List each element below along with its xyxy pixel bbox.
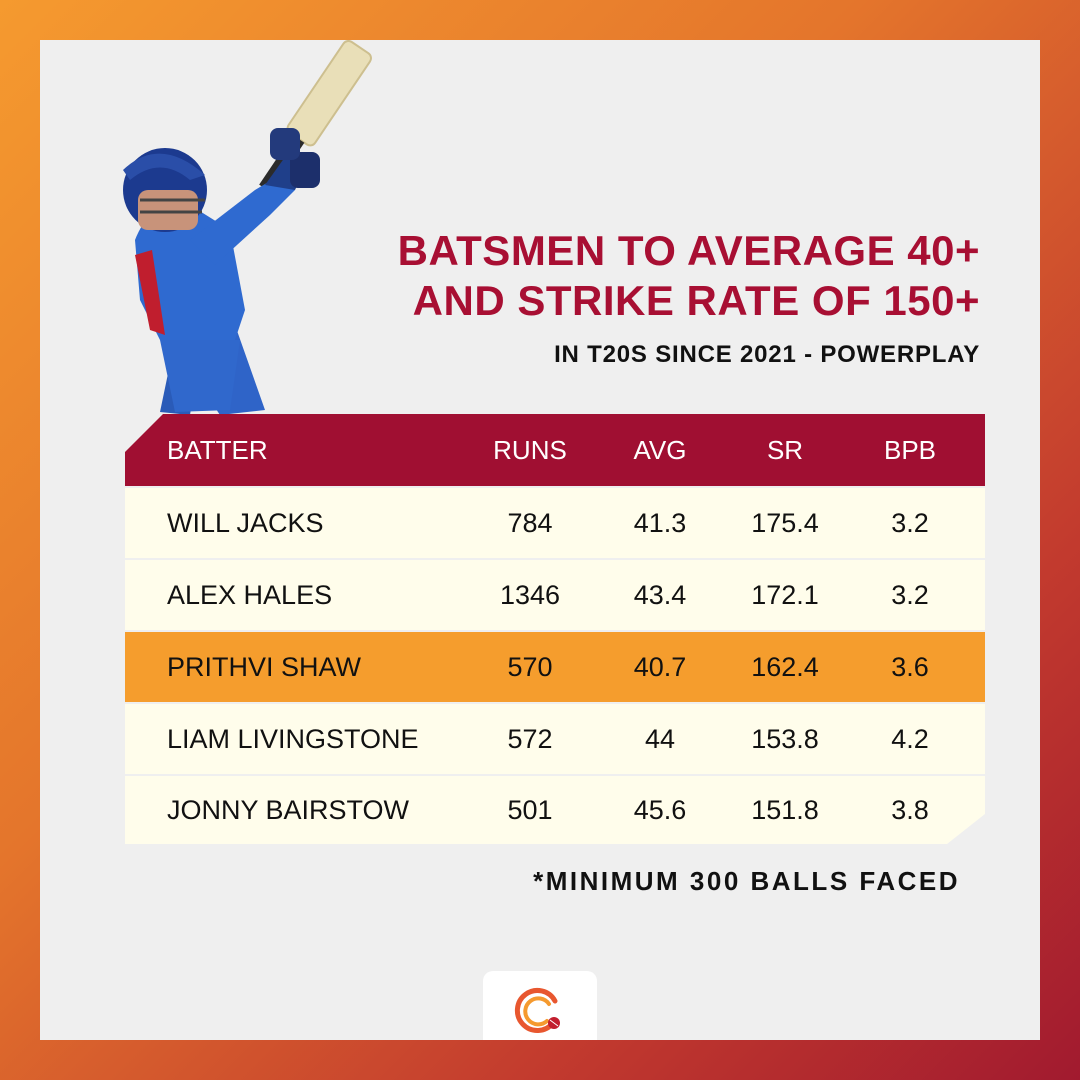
bpb-value: 3.6 [891, 651, 929, 682]
table-header: BATTER RUNS AVG SR BPB [125, 414, 985, 486]
table-row-highlighted: PRITHVI SHAW 570 40.7 162.4 3.6 [125, 632, 985, 702]
batter-name: ALEX HALES [167, 579, 333, 610]
chart-subtitle: IN T20S SINCE 2021 - POWERPLAY [554, 341, 980, 368]
stats-table: BATTER RUNS AVG SR BPB WILL JACKS 784 41… [125, 414, 985, 844]
runs-value: 572 [507, 723, 553, 754]
runs-value: 1346 [499, 579, 561, 610]
runs-value: 501 [507, 794, 553, 825]
sr-value: 153.8 [751, 723, 819, 754]
brand-logo [483, 971, 597, 1040]
bpb-value: 3.2 [891, 507, 929, 538]
cricket-ball-logo-icon [514, 988, 560, 1033]
sr-value: 172.1 [751, 579, 819, 610]
bpb-value: 3.8 [891, 794, 929, 825]
column-header-sr: SR [766, 434, 804, 465]
column-header-bpb: BPB [883, 434, 937, 465]
chart-title: BATSMEN TO AVERAGE 40+ [397, 227, 980, 274]
cricket-batter-illustration [123, 40, 372, 415]
batter-name: LIAM LIVINGSTONE [167, 723, 419, 754]
avg-value: 43.4 [633, 579, 687, 610]
avg-value: 40.7 [633, 651, 687, 682]
sr-value: 162.4 [751, 651, 819, 682]
bpb-value: 3.2 [891, 579, 929, 610]
table-row: LIAM LIVINGSTONE 572 44 153.8 4.2 [125, 704, 985, 774]
table-row: WILL JACKS 784 41.3 175.4 3.2 [125, 488, 985, 558]
bpb-value: 4.2 [891, 723, 929, 754]
infographic-card: BATSMEN TO AVERAGE 40+ AND STRIKE RATE O… [40, 40, 1040, 1040]
batter-name: PRITHVI SHAW [167, 651, 362, 682]
sr-value: 175.4 [751, 507, 819, 538]
avg-value: 44 [644, 723, 676, 754]
table-row: ALEX HALES 1346 43.4 172.1 3.2 [125, 560, 985, 630]
column-header-runs: RUNS [493, 434, 567, 465]
runs-value: 784 [507, 507, 553, 538]
column-header-batter: BATTER [167, 434, 268, 465]
batter-name: WILL JACKS [167, 507, 324, 538]
runs-value: 570 [507, 651, 553, 682]
batter-name: JONNY BAIRSTOW [167, 794, 410, 825]
avg-value: 41.3 [633, 507, 687, 538]
sr-value: 151.8 [751, 794, 819, 825]
chart-title-line2: AND STRIKE RATE OF 150+ [412, 277, 980, 324]
footnote: *MINIMUM 300 BALLS FACED [533, 866, 960, 896]
column-header-avg: AVG [633, 434, 687, 465]
table-row: JONNY BAIRSTOW 501 45.6 151.8 3.8 [125, 776, 985, 844]
avg-value: 45.6 [633, 794, 687, 825]
